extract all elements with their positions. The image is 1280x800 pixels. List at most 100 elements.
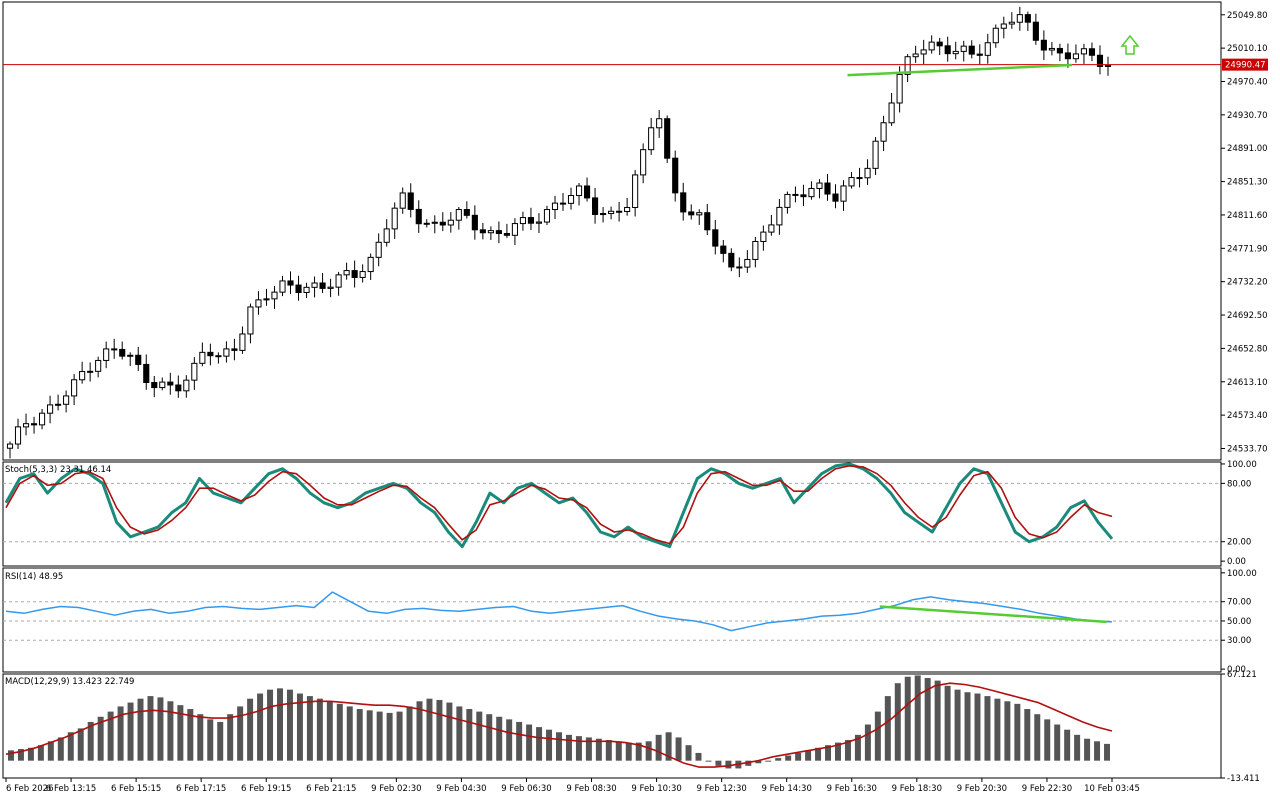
macd-histogram-bar: [755, 760, 762, 764]
time-tick-label: 9 Feb 20:30: [957, 784, 1007, 794]
price-tick-label: 24652.80: [1227, 344, 1268, 354]
candle-bull: [1016, 14, 1023, 23]
macd-histogram-bar: [227, 714, 234, 761]
rsi-panel: 100.00 70.00 50.00 30.00 0.00: [3, 569, 1257, 675]
macd-histogram-bar: [954, 689, 961, 761]
candle-bull: [359, 271, 366, 278]
macd-histogram-bar: [267, 689, 274, 761]
candle-bear: [503, 233, 510, 236]
level-tick-label: 70.00: [1227, 598, 1251, 608]
candle-bear: [319, 282, 326, 289]
candle-bull: [784, 193, 791, 208]
candle-bull: [1048, 47, 1055, 51]
macd-histogram-bar: [316, 698, 323, 761]
candle-bull: [1008, 21, 1015, 25]
candle-bull: [600, 213, 607, 216]
candle-bear: [616, 210, 623, 213]
price-tick-label: 24970.40: [1227, 77, 1268, 87]
candle-bull: [22, 423, 30, 428]
candle-bear: [559, 202, 567, 205]
time-tick-label: 10 Feb 03:45: [1084, 784, 1140, 794]
time-tick-label: 6 Feb 13:15: [46, 784, 96, 794]
macd-histogram-bar: [854, 734, 861, 761]
candle-bear: [736, 266, 743, 269]
candle-bull: [752, 240, 759, 260]
macd-signal-line: [5, 682, 1113, 768]
candle-bear: [800, 194, 807, 198]
macd-histogram-bar: [864, 724, 871, 761]
candle-bear: [30, 423, 38, 426]
candle-bear: [664, 118, 671, 159]
macd-histogram-bar: [107, 711, 114, 761]
candle-bear: [728, 252, 735, 268]
candle-bear: [207, 351, 214, 357]
macd-histogram-bar: [1104, 743, 1111, 761]
macd-histogram-bar: [1064, 729, 1071, 761]
level-tick-label: 100.00: [1227, 569, 1257, 579]
candle-bear: [143, 363, 150, 383]
macd-histogram-bar: [147, 696, 154, 761]
macd-histogram-bar: [1014, 703, 1021, 761]
macd-histogram-bar: [1024, 709, 1031, 761]
candle-bear: [287, 280, 294, 286]
price-trendline: [847, 63, 1072, 77]
candle-bull: [848, 177, 855, 187]
panel-frame: [2, 1, 1222, 461]
macd-histogram-bar: [466, 709, 473, 761]
candle-bear: [175, 384, 182, 392]
candle-bull: [984, 42, 991, 56]
candle-bear: [471, 214, 478, 231]
candle-bull: [79, 371, 86, 381]
macd-histogram-bar: [526, 724, 533, 761]
candle-bear: [592, 197, 599, 215]
candle-bull: [575, 185, 583, 197]
candle-bear: [824, 182, 831, 195]
macd-histogram-bar: [1084, 738, 1091, 761]
candle-bull: [928, 41, 935, 51]
macd-histogram-bar: [605, 740, 612, 761]
stoch-label: Stoch(5,3,3) 23.31 46.14: [5, 465, 112, 475]
macd-histogram-bar: [496, 716, 503, 761]
macd-histogram-bar: [695, 752, 702, 761]
macd-histogram-bar: [47, 741, 54, 761]
candle-bull: [311, 282, 318, 288]
candle-bear: [688, 211, 695, 216]
macd-histogram-bar: [904, 676, 911, 761]
candle-bear: [167, 381, 174, 386]
macd-histogram-bar: [835, 742, 841, 761]
candle-bear: [527, 217, 535, 224]
level-tick-label: 50.00: [1227, 617, 1251, 627]
candle-bear: [135, 354, 142, 365]
macd-histogram-bar: [326, 701, 333, 761]
price-tick-label: 24533.70: [1227, 444, 1268, 454]
candle-bull: [760, 231, 767, 242]
candle-bear: [832, 193, 839, 202]
macd-histogram-bar: [984, 696, 991, 761]
macd-histogram-bar: [715, 760, 722, 766]
price-overlays: 24990.47: [3, 34, 1268, 77]
candle-bull: [992, 27, 999, 44]
candle-bull: [303, 286, 310, 293]
macd-histogram-bar: [625, 742, 632, 761]
macd-histogram-bar: [635, 742, 642, 761]
candle-bull: [263, 298, 270, 301]
candle-bear: [231, 348, 238, 351]
candle-bear: [295, 284, 302, 293]
candle-bull: [1104, 64, 1112, 67]
current-price-label: 24990.47: [1225, 61, 1266, 71]
macd-histogram-bar: [765, 760, 772, 762]
candle-bull: [567, 195, 575, 204]
candle-bear: [712, 229, 719, 247]
macd-histogram-bar: [207, 719, 214, 761]
macd-histogram-bar: [356, 709, 363, 761]
candle-bull: [39, 412, 46, 426]
candle-bear: [704, 212, 711, 231]
macd-histogram-bar: [336, 703, 343, 761]
candle-bull: [247, 306, 254, 335]
time-tick-label: 9 Feb 02:30: [371, 784, 421, 794]
macd-histogram-bar: [396, 711, 403, 761]
candle-bull: [399, 192, 406, 209]
macd-histogram-bar: [167, 701, 174, 761]
